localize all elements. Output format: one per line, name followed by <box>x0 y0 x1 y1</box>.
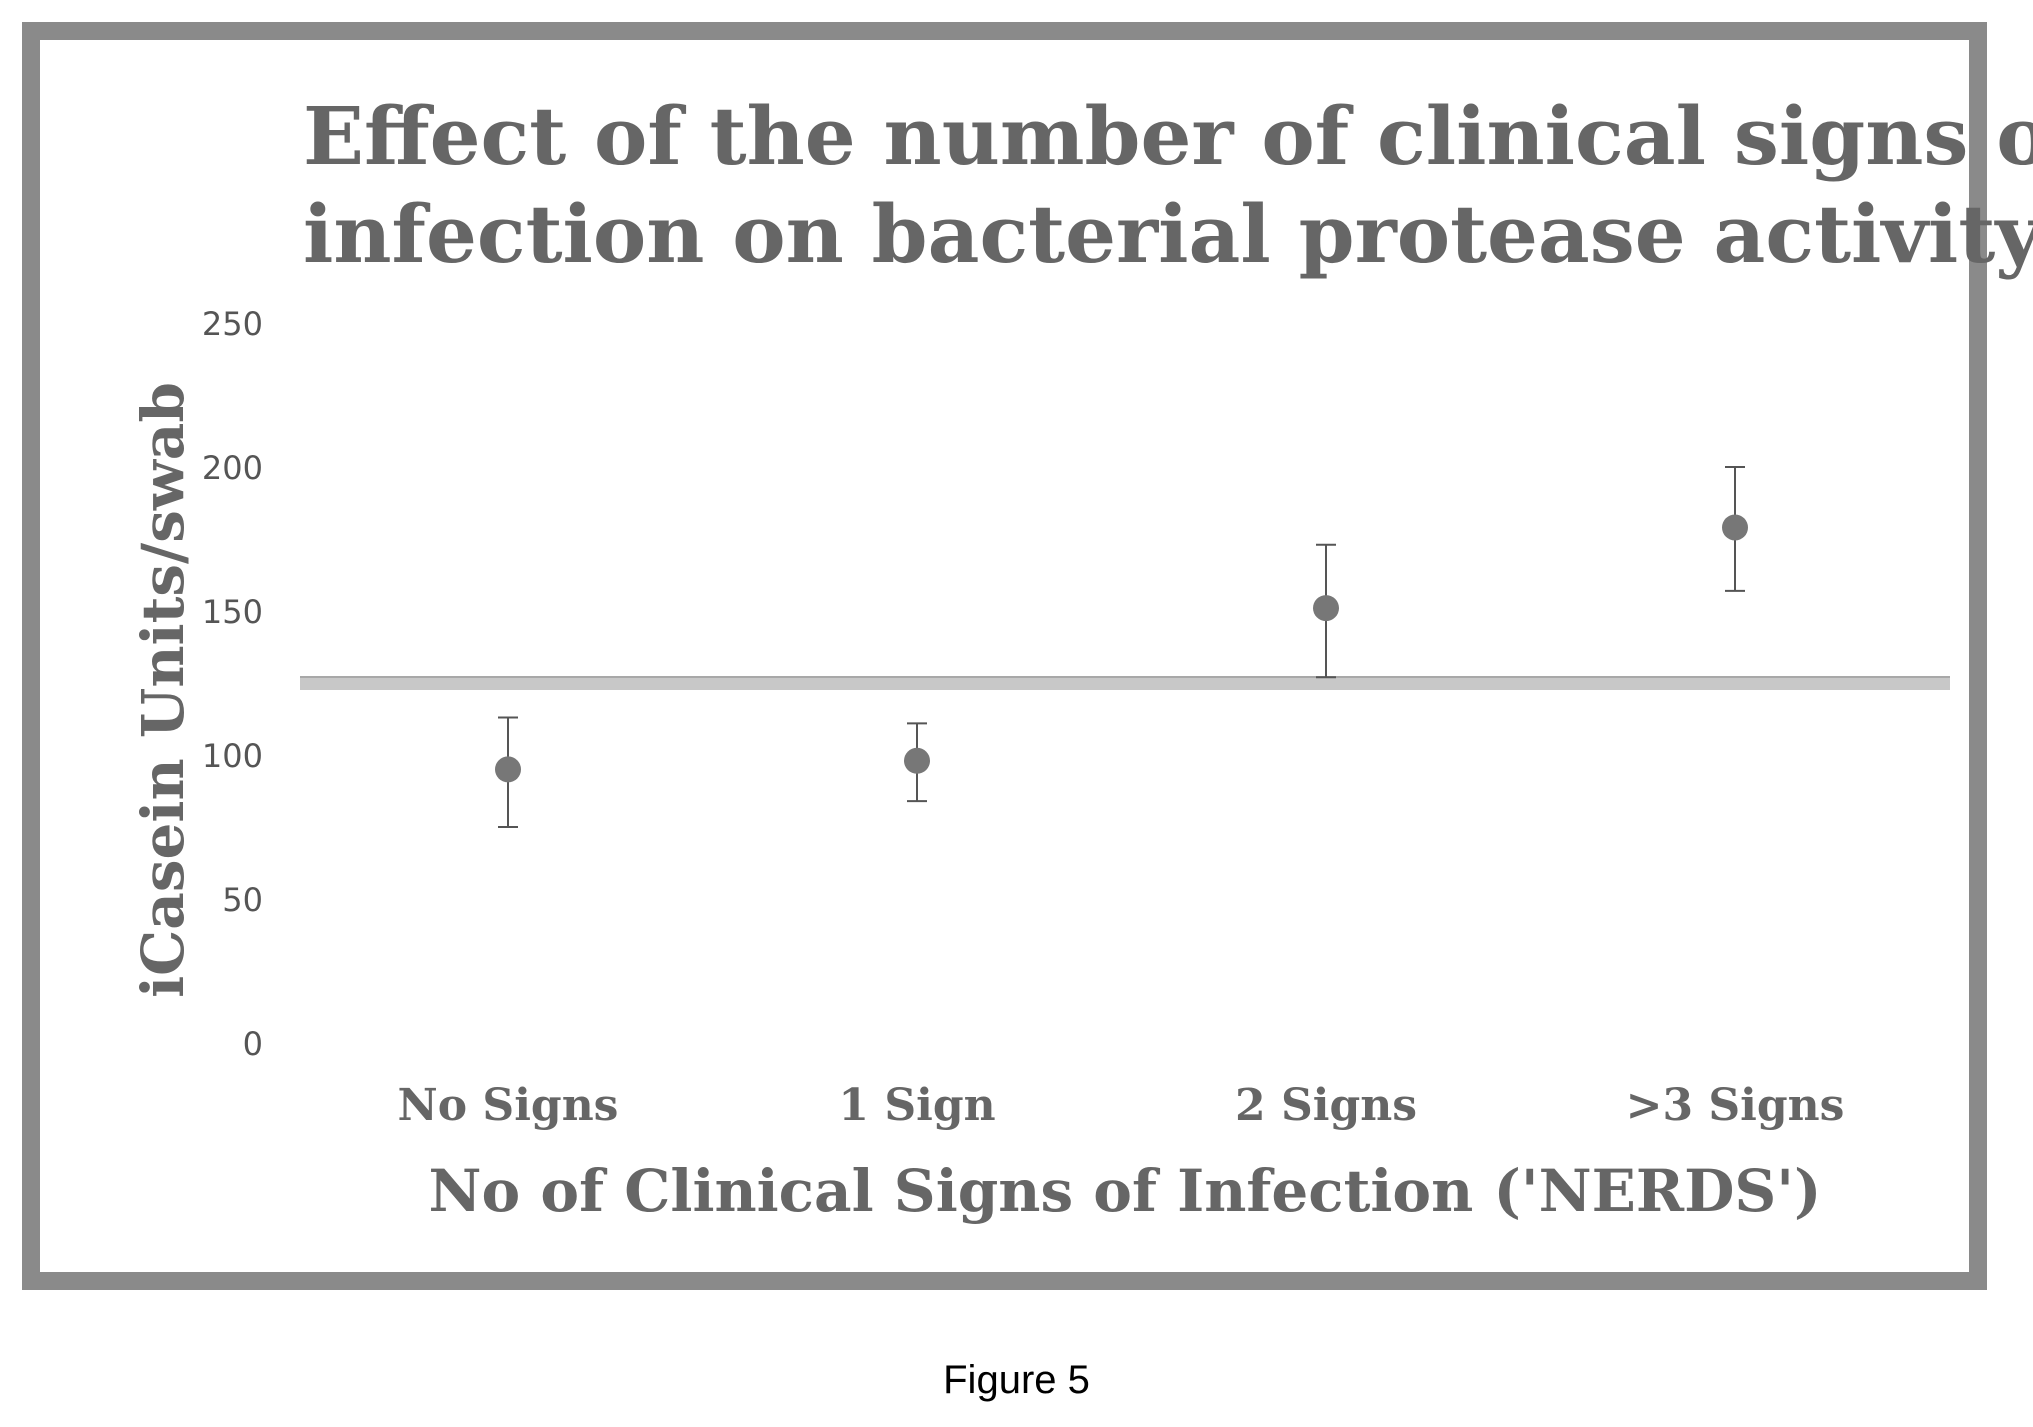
data-points <box>495 514 1748 783</box>
y-tick-label: 200 <box>202 449 263 487</box>
x-category-label: 1 Sign <box>838 1080 995 1131</box>
y-tick-label: 100 <box>202 737 263 775</box>
reference-line-group <box>300 676 1950 690</box>
y-tick-label: 250 <box>202 305 263 343</box>
y-tick-label: 50 <box>222 881 263 919</box>
chart-title-line-2: infection on bacterial protease activity <box>303 187 2033 281</box>
x-category-label: 2 Signs <box>1235 1080 1417 1131</box>
chart-title-line-1: Effect of the number of clinical signs o… <box>303 89 2033 183</box>
x-axis-categories: No Signs 1 Sign 2 Signs >3 Signs <box>398 1080 1845 1131</box>
chart-frame <box>22 22 1987 1290</box>
data-point <box>904 747 930 774</box>
y-tick-label: 150 <box>202 593 263 631</box>
x-category-label: >3 Signs <box>1626 1080 1845 1131</box>
x-axis-title: No of Clinical Signs of Infection ('NERD… <box>429 1157 1822 1225</box>
data-point <box>495 756 521 783</box>
error-bars <box>498 466 1745 828</box>
chart: Effect of the number of clinical signs o… <box>129 89 2033 1225</box>
y-axis-ticks: 0 50 100 150 200 250 <box>202 305 263 1063</box>
figure-caption: Figure 5 <box>943 1358 1090 1402</box>
data-point <box>1313 595 1339 622</box>
y-tick-label: 0 <box>243 1025 263 1063</box>
y-axis-title: iCasein Units/swab <box>129 382 197 998</box>
x-category-label: No Signs <box>398 1080 619 1131</box>
data-point <box>1722 514 1748 541</box>
